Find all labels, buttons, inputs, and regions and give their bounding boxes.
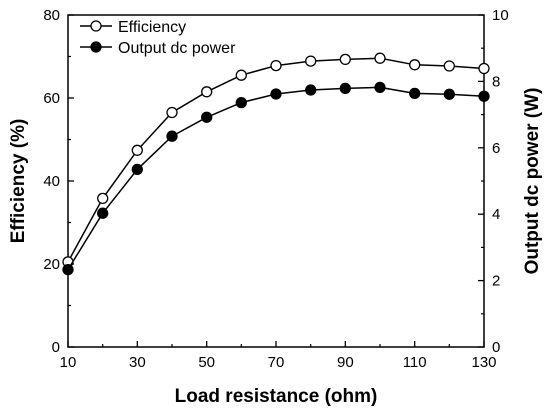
data-point-output-dc-power [374, 81, 386, 94]
data-point-output-dc-power [131, 163, 143, 176]
data-point-efficiency [270, 59, 282, 72]
data-point-efficiency [443, 60, 455, 72]
data-point-efficiency [339, 53, 351, 66]
data-point-output-dc-power [97, 207, 109, 219]
data-point-output-dc-power [443, 88, 455, 100]
data-point-efficiency [235, 69, 247, 81]
data-point-efficiency [201, 86, 213, 98]
y-left-tick-label: 80 [43, 7, 60, 24]
data-point-efficiency [478, 62, 490, 75]
x-tick-label: 10 [60, 354, 77, 371]
y-right-tick-label: 10 [492, 7, 509, 24]
x-axis-title: Load resistance (ohm) [175, 386, 378, 407]
legend-marker-efficiency [90, 20, 102, 32]
data-point-output-dc-power [62, 263, 74, 276]
legend-label-output-dc-power: Output dc power [118, 40, 236, 57]
x-tick-label: 130 [471, 354, 496, 371]
x-tick-label: 110 [403, 354, 427, 371]
x-tick-label: 30 [129, 354, 146, 371]
data-point-efficiency [166, 106, 178, 119]
y-left-tick-label: 40 [43, 173, 60, 190]
x-tick-label: 50 [198, 354, 215, 371]
legend-marker-output-dc-power [90, 41, 102, 53]
data-point-efficiency [409, 59, 421, 71]
y-left-tick-label: 20 [43, 256, 60, 273]
data-point-output-dc-power [409, 87, 421, 100]
series-layer [62, 52, 490, 276]
y-right-tick-label: 0 [492, 339, 500, 356]
data-point-output-dc-power [201, 111, 213, 123]
y-right-tick-label: 8 [492, 73, 500, 90]
data-point-output-dc-power [166, 130, 178, 142]
data-point-efficiency [97, 192, 109, 205]
y-left-tick-label: 0 [52, 339, 60, 356]
y-right-tick-label: 4 [492, 206, 500, 223]
y-left-tick-label: 60 [43, 90, 60, 107]
data-point-efficiency [374, 52, 386, 64]
legend: Efficiency Output dc power [80, 19, 236, 57]
y-right-tick-label: 6 [492, 140, 500, 157]
legend-label-efficiency: Efficiency [118, 19, 186, 36]
data-point-output-dc-power [339, 82, 351, 95]
x-tick-label: 70 [268, 354, 285, 371]
data-point-output-dc-power [305, 84, 317, 96]
data-point-efficiency [305, 55, 317, 67]
data-point-output-dc-power [270, 88, 282, 100]
data-point-output-dc-power [478, 90, 490, 102]
x-tick-label: 90 [337, 354, 354, 371]
data-point-efficiency [131, 144, 143, 156]
data-point-output-dc-power [235, 96, 247, 109]
y-axis-right-title: Output dc power (W) [522, 88, 543, 275]
series-line-output-dc-power [67, 86, 485, 270]
y-right-tick-label: 2 [492, 273, 500, 290]
y-axis-left-title: Efficiency (%) [8, 119, 29, 244]
